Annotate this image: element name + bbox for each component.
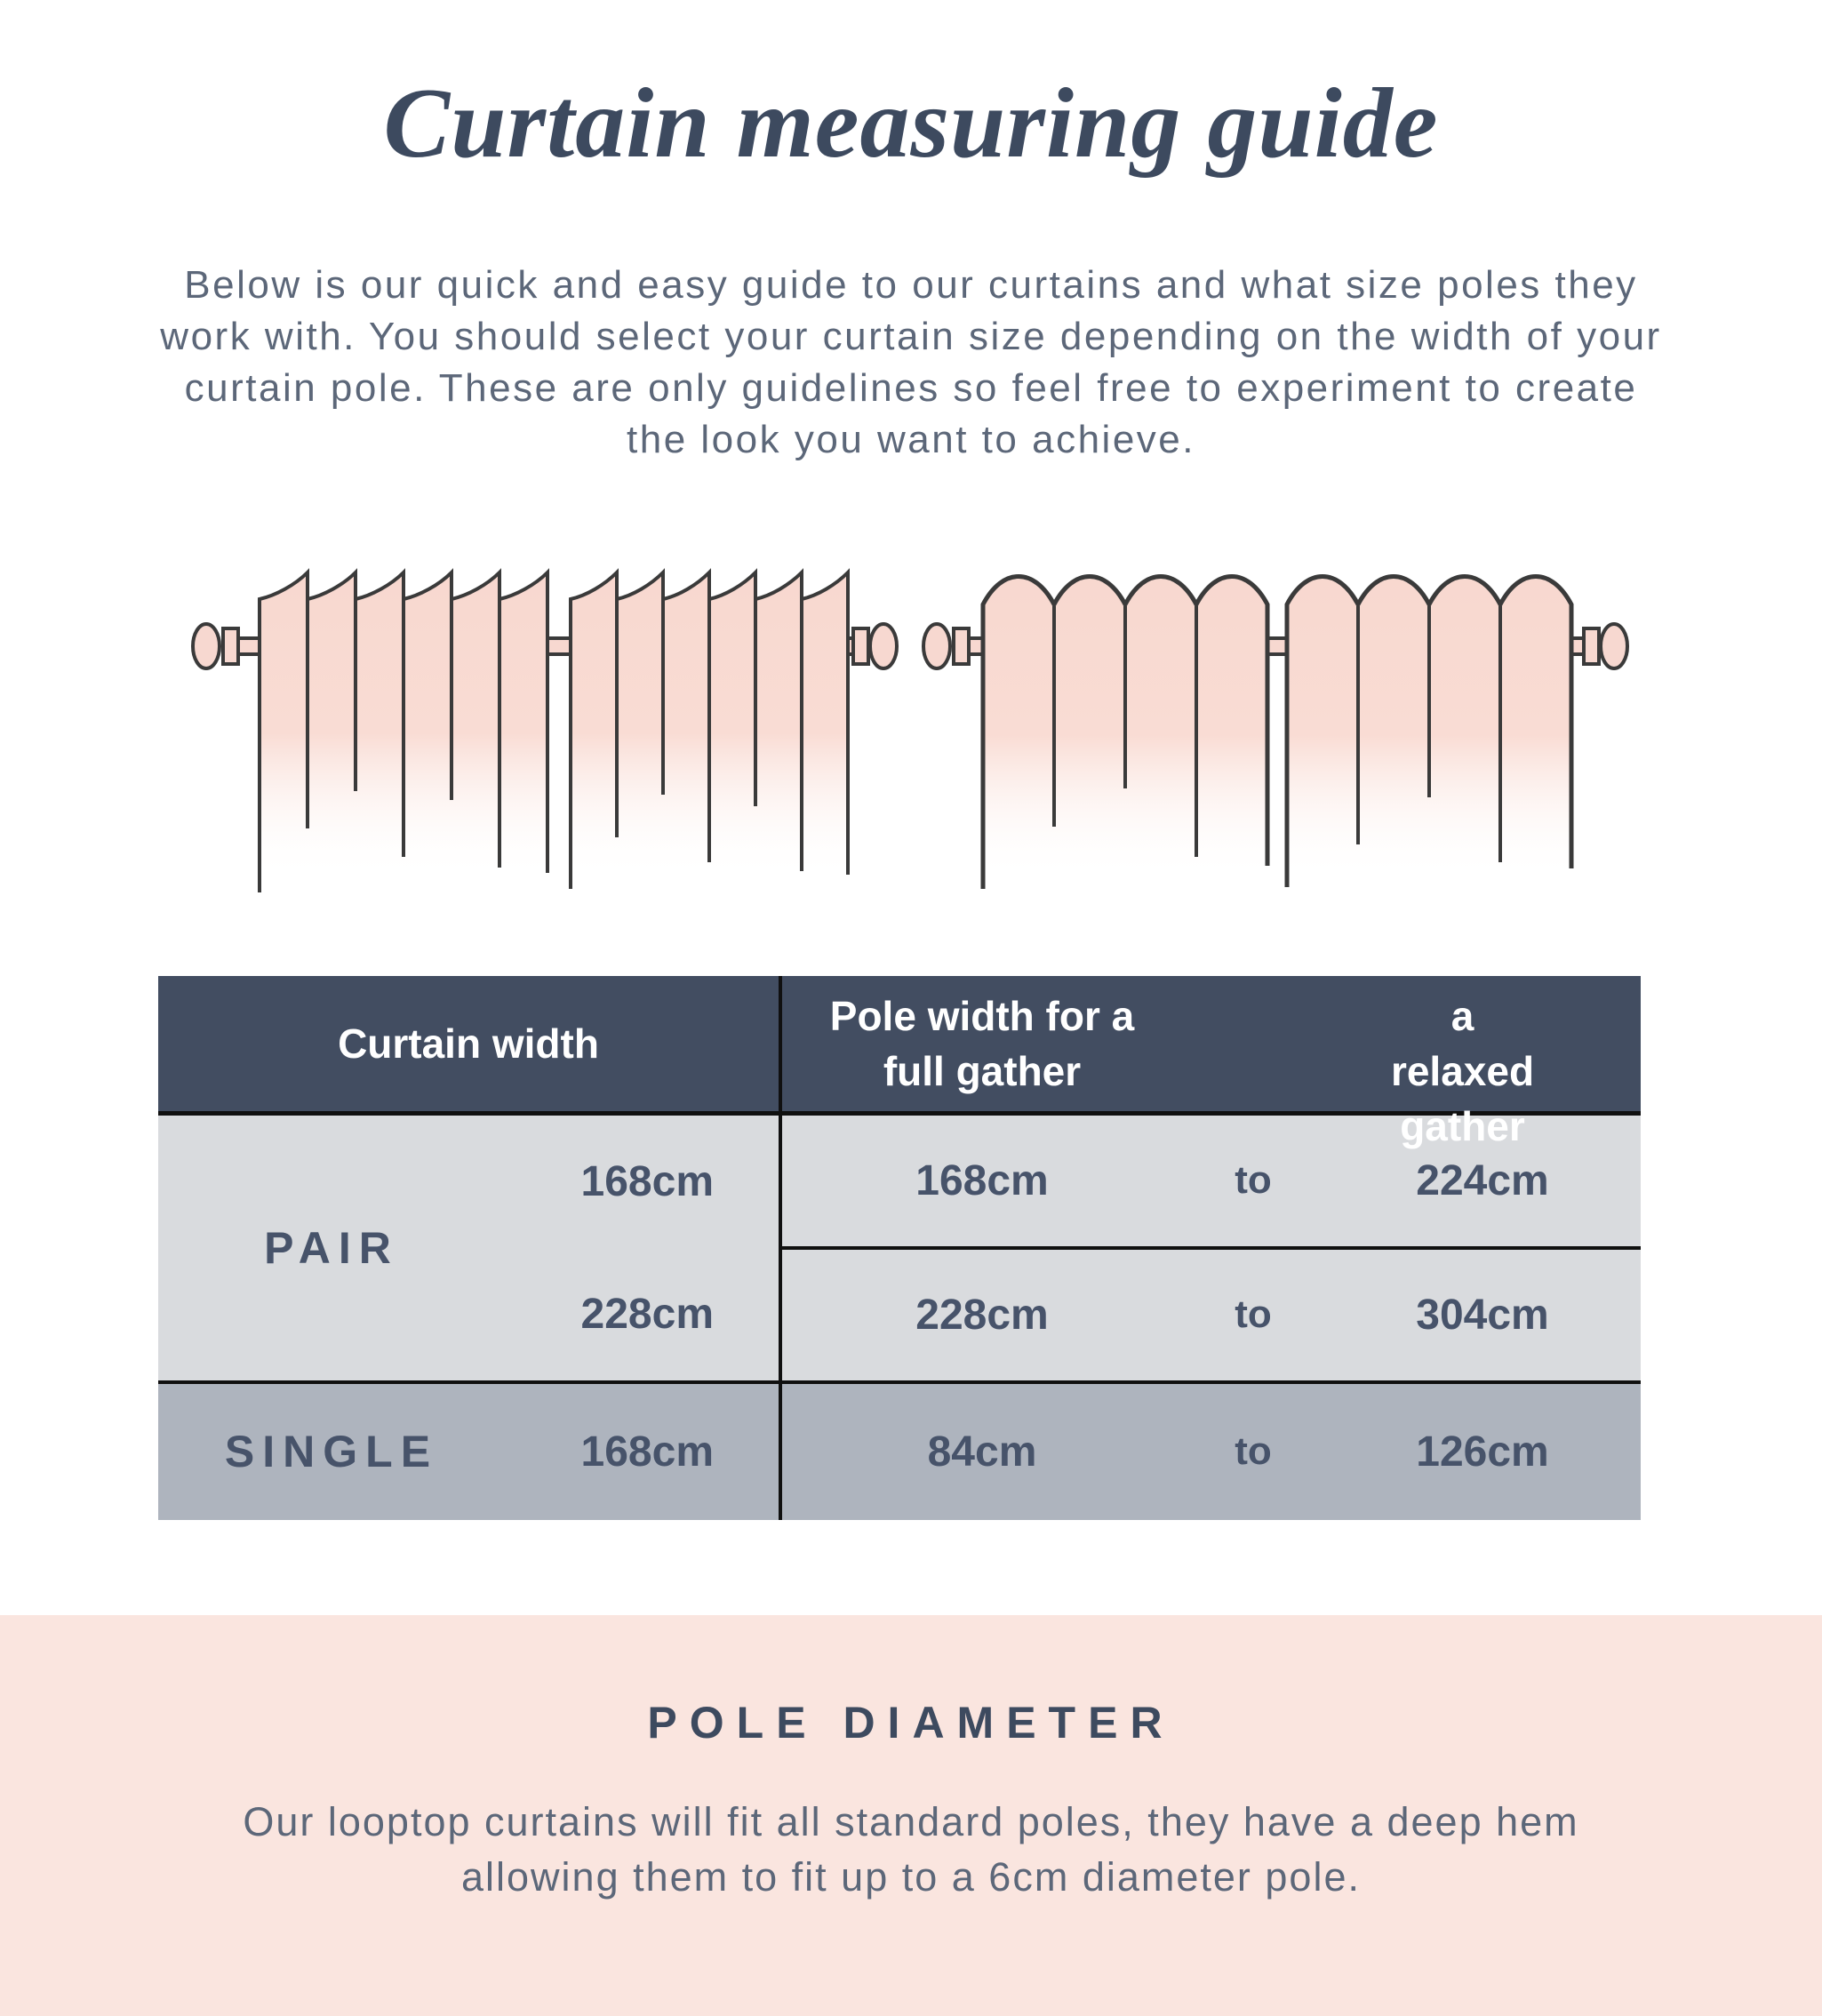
intro-line: curtain pole. These are only guidelines … [184,365,1638,410]
curtains-relaxed-gather-icon [922,573,1629,894]
pair-width-1: 168cm [580,1157,714,1205]
pair-row1-joiner: to [1235,1158,1272,1203]
header-relaxed-gather-label: Pole width for a relaxed gather [1327,937,1598,1149]
header-curtain-width: Curtain width [158,975,782,1111]
single-curtain-width-cell: SINGLE 168cm [158,1383,782,1520]
finial-ball-right [868,621,899,670]
table-cell: 228cm [505,1248,779,1380]
header-curtain-width-label: Curtain width [338,1020,599,1067]
single-label: SINGLE [224,1427,439,1477]
finial-ball-left [191,621,221,670]
intro-text: Below is our quick and easy guide to our… [160,260,1661,466]
single-pole-min: 84cm [927,1428,1037,1476]
table-row: 228cm to 304cm [782,1245,1641,1380]
table-cell: 168cm [782,1116,1182,1246]
pole-diameter-section: POLE DIAMETER Our looptop curtains will … [0,1614,1822,2016]
pair-pole-widths: 168cm to 224cm 228cm to [782,1116,1641,1380]
pair-label-zone: PAIR [158,1116,505,1380]
pair-row1-pole-max: 224cm [1416,1156,1549,1204]
curtain-panel-left [980,573,1270,894]
intro-line: work with. You should select your curtai… [160,314,1662,358]
pair-row2-joiner: to [1235,1292,1272,1337]
finial-ball-left [922,621,952,670]
table-row: 168cm to 224cm [782,1116,1641,1246]
header-relaxed-gather: Pole width for a relaxed gather [1324,938,1641,1149]
pair-width-2: 228cm [580,1290,714,1338]
finial-bracket-right [1582,626,1601,666]
single-pole-max: 126cm [1416,1428,1549,1476]
single-pole-widths: 84cm to 126cm [782,1384,1641,1520]
table-group-single: SINGLE 168cm 84cm to 126c [158,1380,1641,1520]
pole-diameter-text: Our looptop curtains will fit all standa… [0,1795,1822,1905]
pair-label: PAIR [264,1222,399,1273]
page-title: Curtain measuring guide [383,68,1439,179]
table-cell: 228cm [782,1250,1182,1380]
single-width-1: 168cm [580,1428,714,1476]
pole-diameter-heading: POLE DIAMETER [647,1697,1175,1748]
table-cell: 168cm [505,1384,779,1520]
table-cell: 126cm [1324,1384,1641,1520]
pair-row1-pole-min: 168cm [915,1156,1049,1204]
header-full-gather: Pole width for a full gather [782,976,1182,1111]
pair-row2-pole-min: 228cm [915,1291,1049,1339]
finial-bracket-left [221,626,240,666]
finial-bracket-left [952,626,971,666]
pole-diameter-line: Our looptop curtains will fit all standa… [243,1798,1579,1844]
table-group-pair: PAIR 168cm 228cm 168cm to [158,1115,1641,1380]
single-label-zone: SINGLE [158,1384,505,1520]
table-header-row: Curtain width Pole width for a full gath… [158,938,1641,1149]
table-cell: to [1182,1116,1324,1246]
table-row: 84cm to 126cm [782,1384,1641,1520]
curtain-panel-right [569,567,850,894]
table-cell: 304cm [1324,1250,1641,1380]
finial-bracket-right [851,626,870,666]
single-joiner: to [1235,1429,1272,1474]
pair-row2-pole-max: 304cm [1416,1291,1549,1339]
table-cell: 84cm [782,1384,1182,1520]
curtain-illustrations [0,562,1822,900]
curtain-size-table: Curtain width Pole width for a full gath… [158,938,1641,1520]
intro-line: Below is our quick and easy guide to our… [184,262,1638,307]
table-cell: 224cm [1324,1116,1641,1246]
curtain-panel-right [1284,573,1574,894]
table-cell: to [1182,1384,1324,1520]
pole-diameter-line: allowing them to fit up to a 6cm diamete… [461,1853,1361,1900]
header-pole-widths: Pole width for a full gather Pole width … [782,938,1641,1149]
table-cell: 168cm [505,1116,779,1248]
curtains-full-gather-icon [191,567,899,894]
finial-ball-right [1599,621,1629,670]
pair-width-values: 168cm 228cm [505,1116,779,1380]
header-full-gather-label: Pole width for a full gather [829,992,1135,1094]
intro-line: the look you want to achieve. [627,417,1195,461]
pair-curtain-width-cell: PAIR 168cm 228cm [158,1115,782,1380]
single-width-values: 168cm [505,1384,779,1520]
table-cell: to [1182,1250,1324,1380]
curtain-panel-left [258,567,549,894]
header-spacer [1182,976,1324,1111]
